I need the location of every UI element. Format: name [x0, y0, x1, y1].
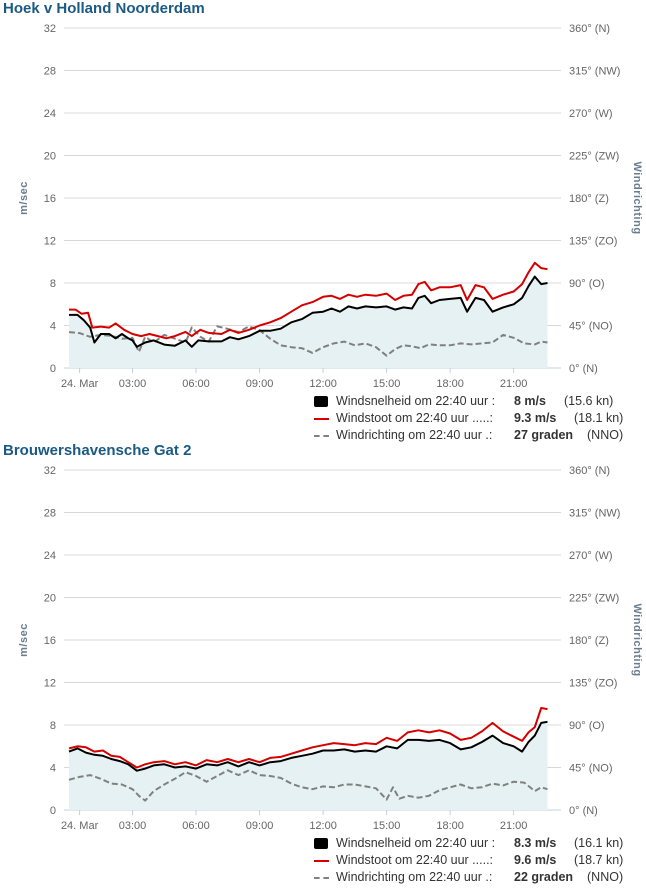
y-tick-label: 4 — [50, 763, 56, 775]
wind-chart: 0 4 8 12 16 20 24 28 32 0° (N) 45° (NO) 90° (O) 135°… — [18, 465, 643, 832]
y-tick-label: 0 — [50, 805, 56, 817]
x-tick-label: 06:00 — [182, 820, 210, 832]
x-tick-label: 03:00 — [119, 820, 147, 832]
legend-value: 27 graden — [514, 428, 574, 442]
legend-extra: (18.7 kn) — [574, 853, 624, 867]
y2-tick-label: 360° (N) — [569, 23, 610, 35]
y-axis-title: m/sec — [18, 181, 30, 215]
y-tick-label: 16 — [44, 635, 56, 647]
y-tick-label: 8 — [50, 278, 56, 290]
x-tick-label: 15:00 — [373, 820, 401, 832]
legend-value: 9.6 m/s — [514, 853, 557, 867]
y-tick-label: 20 — [44, 151, 56, 163]
x-tick-label: 15:00 — [373, 378, 401, 390]
legend-label: Windsnelheid om 22:40 uur : — [336, 836, 496, 850]
y2-tick-label: 270° (W) — [569, 108, 613, 120]
legend-extra: (NNO) — [587, 870, 624, 884]
y-tick-label: 12 — [44, 236, 56, 248]
y2-tick-label: 135° (ZO) — [569, 236, 617, 248]
y2-tick-label: 225° (ZW) — [569, 151, 619, 163]
x-tick-label: 24. Mar — [61, 378, 99, 390]
y2-tick-label: 360° (N) — [569, 465, 610, 477]
y-tick-label: 12 — [44, 678, 56, 690]
x-tick-label: 03:00 — [119, 378, 147, 390]
y2-tick-label: 90° (O) — [569, 278, 605, 290]
y-tick-label: 32 — [44, 465, 56, 477]
legend-extra: (16.1 kn) — [574, 836, 624, 850]
y2-tick-label: 0° (N) — [569, 805, 598, 817]
y2-axis-title: Windrichting — [631, 603, 643, 676]
wind-chart: 0 4 8 12 16 20 24 28 32 0° (N) 45° (NO) 90° (O) 135°… — [18, 23, 643, 390]
y2-tick-label: 225° (ZW) — [569, 593, 619, 605]
y-tick-label: 20 — [44, 593, 56, 605]
series-line-windsnelheid — [69, 275, 548, 348]
y2-tick-label: 315° (NW) — [569, 66, 620, 78]
legend-extra: (15.6 kn) — [564, 394, 614, 408]
y-axis-title: m/sec — [18, 623, 30, 657]
series-line-windstoot — [68, 707, 548, 769]
series-area-windsnelheid — [69, 276, 548, 368]
legend-label: Windrichting om 22:40 uur .: — [336, 870, 493, 884]
legend-value: 8.3 m/s — [514, 836, 557, 850]
y-tick-label: 32 — [44, 23, 56, 35]
x-tick-label: 21:00 — [500, 820, 528, 832]
legend-extra: (NNO) — [587, 428, 624, 442]
y2-tick-label: 315° (NW) — [569, 508, 620, 520]
station-title: Hoek v Holland Noorderdam — [3, 0, 205, 17]
y2-tick-label: 135° (ZO) — [569, 678, 617, 690]
legend-symbol-windstoot — [314, 418, 329, 420]
y-tick-label: 0 — [50, 363, 56, 375]
legend-value: 8 m/s — [514, 394, 546, 408]
y2-tick-label: 45° (NO) — [569, 321, 613, 333]
station-panel: Hoek v Holland Noorderdam 0 4 8 12 16 20 24 28 3… — [3, 0, 643, 442]
x-tick-label: 06:00 — [182, 378, 210, 390]
station-title: Brouwershavensche Gat 2 — [3, 442, 192, 459]
y2-axis-title: Windrichting — [631, 161, 643, 234]
y-tick-label: 8 — [50, 720, 56, 732]
x-tick-label: 09:00 — [246, 820, 274, 832]
y-tick-label: 28 — [44, 66, 56, 78]
legend-symbol-windrichting — [314, 877, 329, 879]
x-tick-label: 18:00 — [436, 820, 464, 832]
y2-tick-label: 180° (Z) — [569, 193, 609, 205]
y2-tick-label: 270° (W) — [569, 550, 613, 562]
legend-symbol-windrichting — [314, 435, 329, 437]
legend-value: 22 graden — [514, 870, 574, 884]
y2-tick-label: 45° (NO) — [569, 763, 613, 775]
y2-tick-label: 0° (N) — [569, 363, 598, 375]
y2-tick-label: 180° (Z) — [569, 635, 609, 647]
station-panel: Brouwershavensche Gat 2 0 4 8 12 16 20 24 28 32 0… — [0, 442, 646, 888]
y-tick-label: 24 — [44, 108, 56, 120]
x-tick-label: 24. Mar — [61, 820, 99, 832]
legend-symbol-windstoot — [314, 860, 329, 862]
series-area-windsnelheid — [69, 721, 548, 810]
legend-symbol-windsnelheid — [314, 838, 328, 849]
series-line-windstoot — [69, 261, 548, 340]
legend-label: Windstoot om 22:40 uur .....: — [336, 853, 494, 867]
x-tick-label: 09:00 — [246, 378, 274, 390]
series-line-windrichting — [68, 769, 548, 802]
legend-extra: (18.1 kn) — [574, 411, 624, 425]
series-line-windrichting — [68, 325, 548, 357]
legend-label: Windrichting om 22:40 uur .: — [336, 428, 493, 442]
y-tick-label: 24 — [44, 550, 56, 562]
x-tick-label: 12:00 — [309, 378, 337, 390]
legend-value: 9.3 m/s — [514, 411, 557, 425]
x-tick-label: 18:00 — [436, 378, 464, 390]
x-tick-label: 21:00 — [500, 378, 528, 390]
series-line-windsnelheid — [68, 720, 548, 772]
legend-symbol-windsnelheid — [314, 396, 328, 407]
legend-label: Windsnelheid om 22:40 uur : — [336, 394, 496, 408]
y-tick-label: 4 — [50, 321, 56, 333]
y-tick-label: 16 — [44, 193, 56, 205]
x-tick-label: 12:00 — [309, 820, 337, 832]
y-tick-label: 28 — [44, 508, 56, 520]
legend-label: Windstoot om 22:40 uur .....: — [336, 411, 494, 425]
y2-tick-label: 90° (O) — [569, 720, 605, 732]
